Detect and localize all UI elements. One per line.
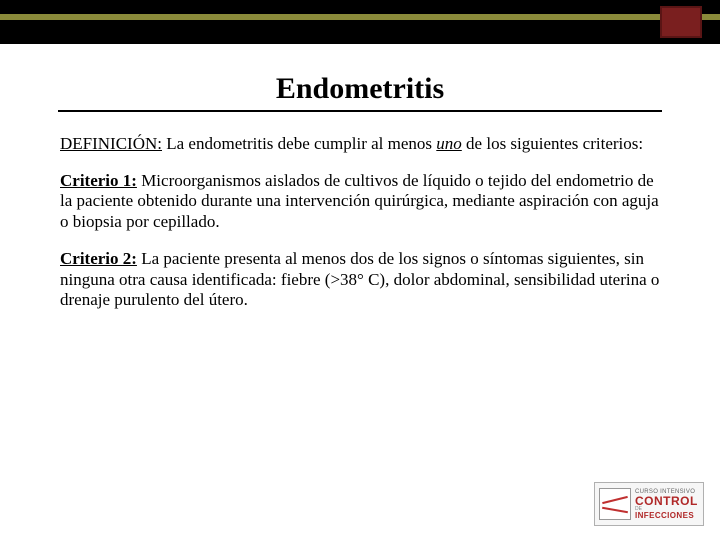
- definition-text-before: La endometritis debe cumplir al menos: [162, 134, 436, 153]
- criterion-2-label: Criterio 2:: [60, 249, 137, 268]
- criterion-2-text: La paciente presenta al menos dos de los…: [60, 249, 659, 309]
- logo-line-4: INFECCIONES: [635, 512, 698, 520]
- criterion-2: Criterio 2: La paciente presenta al meno…: [60, 249, 660, 311]
- page-title: Endometritis: [276, 72, 444, 106]
- criterion-1: Criterio 1: Microorganismos aislados de …: [60, 171, 660, 233]
- logo-text-block: CURSO INTENSIVO CONTROL DE INFECCIONES: [635, 489, 698, 520]
- logo-line-2: CONTROL: [635, 495, 698, 507]
- content-body: DEFINICIÓN: La endometritis debe cumplir…: [0, 112, 720, 311]
- footer-logo: CURSO INTENSIVO CONTROL DE INFECCIONES: [594, 482, 704, 526]
- title-section: Endometritis: [0, 72, 720, 106]
- definition-paragraph: DEFINICIÓN: La endometritis debe cumplir…: [60, 134, 660, 155]
- definition-emphasis: uno: [436, 134, 462, 153]
- definition-text-after: de los siguientes criterios:: [462, 134, 643, 153]
- logo-chart-icon: [599, 488, 631, 520]
- criterion-1-label: Criterio 1:: [60, 171, 137, 190]
- banner-background: [0, 0, 720, 44]
- banner-stripe: [0, 14, 720, 20]
- banner-accent-square: [660, 6, 702, 38]
- criterion-1-text: Microorganismos aislados de cultivos de …: [60, 171, 659, 231]
- definition-label: DEFINICIÓN:: [60, 134, 162, 153]
- top-banner: [0, 0, 720, 44]
